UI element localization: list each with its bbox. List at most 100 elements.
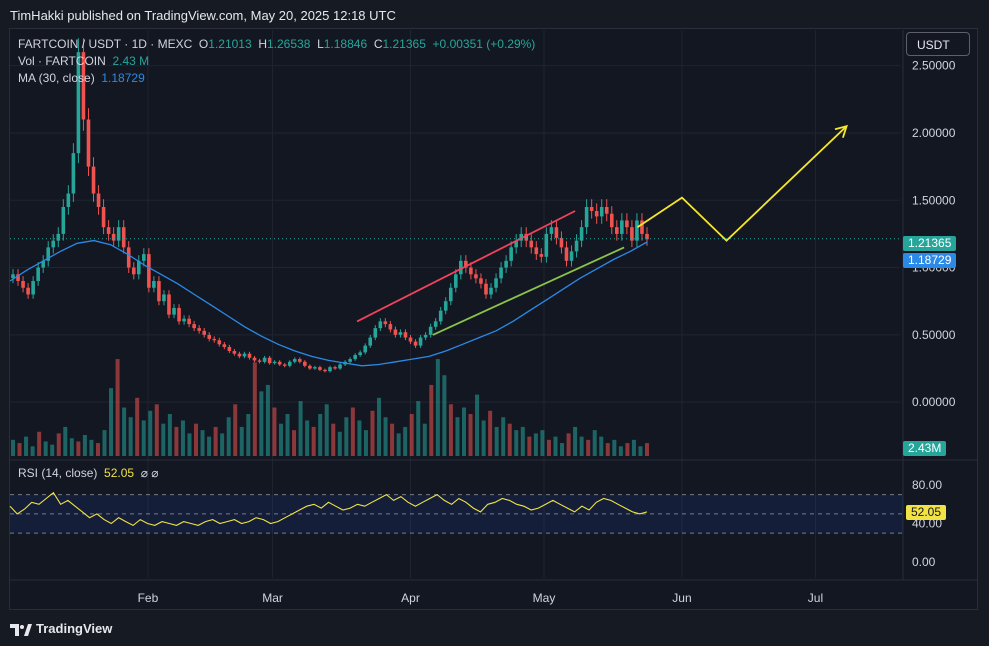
volume-bar [631, 439, 636, 456]
brand-label: TradingView [36, 621, 113, 636]
rsi-value: 52.05 [104, 466, 135, 480]
candle-body [212, 338, 217, 341]
candle-body [453, 274, 458, 288]
volume-bar [285, 414, 290, 456]
volume-bar [50, 444, 55, 456]
candle-body [227, 346, 232, 352]
candle-body [116, 227, 121, 241]
candle-body [16, 274, 20, 282]
candle-body [202, 330, 207, 335]
last-price-tag: 1.21365 [903, 236, 957, 251]
volume-bar [141, 420, 146, 456]
candle-body [11, 274, 15, 279]
candle-body [549, 227, 554, 234]
candle-body [408, 337, 413, 342]
ma-label: MA (30, close) [18, 71, 95, 85]
candle-body [242, 353, 247, 357]
volume-bar [115, 359, 120, 456]
volume-bar [344, 417, 349, 456]
volume-bar [272, 407, 277, 456]
volume-bar [207, 436, 212, 456]
volume-bar [625, 443, 630, 456]
volume-bar [468, 414, 473, 456]
close-value: 1.21365 [382, 37, 426, 51]
candle-body [514, 240, 518, 248]
volume-bar [448, 404, 453, 456]
candle-body [76, 52, 81, 154]
candle-body [308, 365, 312, 369]
volume-bar [560, 443, 565, 456]
candle-body [418, 337, 423, 346]
candle-body [192, 324, 196, 329]
volume-bar [265, 384, 270, 456]
candle-body [21, 281, 25, 288]
ma-price-tag: 1.18729 [903, 253, 957, 268]
volume-bar [311, 426, 316, 456]
volume-bar [122, 407, 127, 456]
candle-body [126, 247, 131, 268]
candle-body [298, 359, 302, 362]
candle-body [559, 237, 564, 248]
time-axis-label: Apr [401, 591, 420, 605]
volume-bar [89, 439, 94, 456]
candle-body [237, 353, 242, 357]
candle-body [91, 166, 96, 194]
candle-body [287, 361, 292, 366]
volume-bar [533, 433, 538, 456]
volume-bar [200, 430, 205, 456]
candle-body [620, 220, 624, 234]
rsi-icons[interactable]: ⌀ ⌀ [140, 466, 159, 480]
publisher-line: TimHakki published on TradingView.com, M… [10, 8, 396, 23]
volume-bar [30, 446, 35, 456]
candle-body [162, 294, 166, 302]
volume-bar [220, 433, 225, 456]
candle-body [101, 206, 106, 228]
candle-body [599, 206, 604, 217]
candle-body [474, 274, 478, 279]
candle-body [61, 206, 66, 234]
volume-bar [63, 426, 68, 456]
tradingview-brand[interactable]: TradingView [10, 621, 112, 636]
candle-body [51, 240, 56, 248]
volume-bar [396, 433, 401, 456]
candle-body [398, 332, 403, 335]
candle-body [177, 307, 181, 322]
volume-bar [11, 439, 15, 456]
candle-body [182, 318, 186, 322]
candle-body [388, 324, 393, 330]
candle-body [136, 260, 141, 275]
candle-body [172, 307, 176, 315]
candle-body [26, 287, 30, 295]
candle-body [348, 359, 352, 362]
time-axis-label: Feb [138, 591, 159, 605]
candle-body [564, 247, 569, 261]
candle-body [524, 233, 529, 241]
candle-body [609, 213, 614, 228]
candle-body [448, 287, 453, 302]
candle-body [544, 233, 549, 257]
volume-bar [95, 443, 100, 456]
candle-body [393, 329, 398, 335]
volume-bar [377, 397, 382, 456]
volume-bar [488, 410, 493, 456]
time-axis-label: May [533, 591, 556, 605]
volume-bar [259, 391, 264, 456]
candle-body [383, 321, 388, 325]
candle-body [358, 352, 362, 356]
volume-bar [442, 375, 447, 456]
volume-bar [180, 420, 185, 456]
low-label: L [317, 37, 324, 51]
volume-tag: 2.43M [903, 441, 947, 456]
candle-body [428, 326, 433, 335]
candle-body [318, 367, 322, 370]
candle-body [494, 278, 498, 288]
candle-body [313, 367, 317, 369]
candle-body [167, 294, 171, 315]
currency-button[interactable]: USDT [906, 32, 970, 56]
chart-frame[interactable] [9, 28, 978, 610]
volume-bar [233, 404, 238, 456]
volume-bar [17, 443, 22, 456]
volume-bar [416, 401, 421, 456]
symbol-label[interactable]: FARTCOIN / USDT · 1D · MEXC [18, 37, 193, 51]
